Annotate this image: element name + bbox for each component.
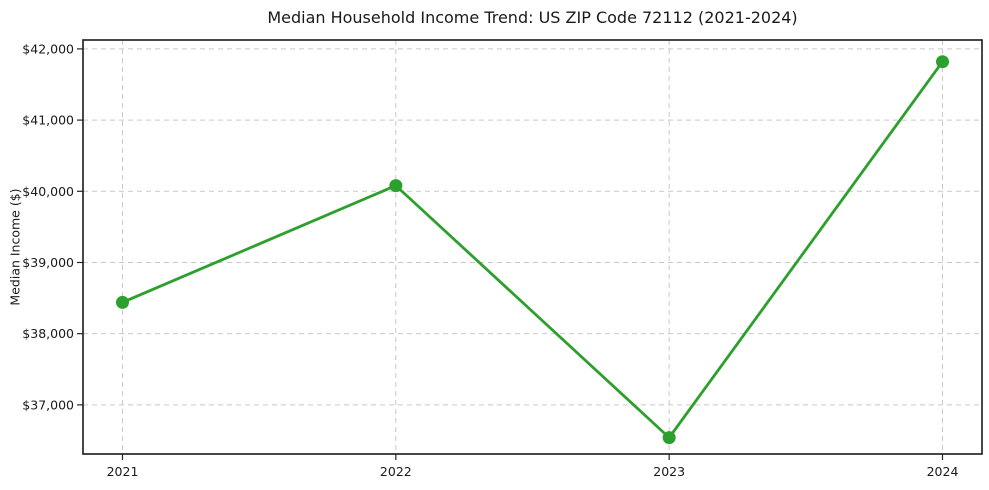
plot-frame: [82, 39, 983, 455]
chart-title: Median Household Income Trend: US ZIP Co…: [267, 8, 798, 27]
y-tick-label: $37,000: [22, 397, 74, 412]
y-tick-label: $38,000: [22, 326, 74, 341]
data-point-marker-2024: [936, 55, 949, 69]
y-tick-label: $39,000: [22, 255, 74, 270]
x-tick-label: 2023: [653, 464, 685, 479]
data-point-marker-2022: [389, 179, 403, 193]
y-tick-label: $42,000: [22, 41, 74, 56]
data-point-marker-2021: [116, 295, 129, 309]
data-point-marker-2023: [662, 431, 676, 445]
x-tick-label: 2022: [380, 464, 412, 479]
income-trend-line: [121, 60, 944, 440]
x-tick-label: 2021: [107, 464, 139, 479]
x-tick-label: 2024: [927, 464, 959, 479]
y-tick-label: $40,000: [22, 184, 74, 199]
y-tick-label: $41,000: [22, 113, 74, 128]
